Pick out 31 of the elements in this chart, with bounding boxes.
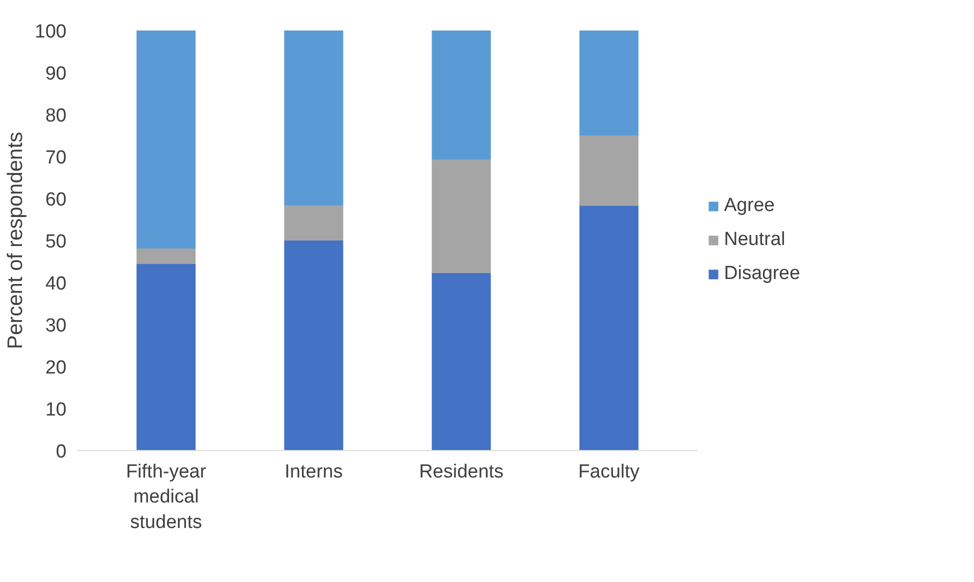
- bar: [432, 272, 491, 450]
- bar: [136, 248, 196, 264]
- y-tick-label: 90: [45, 64, 67, 84]
- y-axis-title: Percent of respondents: [4, 132, 27, 350]
- bar: [284, 240, 344, 450]
- bar: [432, 30, 491, 160]
- x-tick-label: Residents: [419, 462, 504, 482]
- y-tick-label: 40: [45, 274, 67, 294]
- y-tick-label: 30: [45, 316, 67, 336]
- bar: [579, 206, 638, 450]
- bar: [284, 206, 344, 240]
- y-tick-label: 100: [34, 22, 66, 42]
- bar: [579, 136, 638, 206]
- bar: [579, 30, 638, 136]
- bar: [432, 160, 491, 273]
- y-tick-label: 60: [45, 190, 67, 210]
- x-tick-label: Faculty: [578, 462, 640, 482]
- bar: [284, 30, 344, 206]
- y-tick-label: 70: [45, 148, 67, 168]
- y-tick-label: 80: [45, 106, 67, 126]
- legend-label: Agree: [724, 195, 775, 217]
- bar: [136, 264, 196, 450]
- legend-label: Disagree: [724, 263, 800, 285]
- y-tick-label: 0: [56, 442, 67, 462]
- bar: [136, 30, 196, 248]
- x-tick-label: Fifth-year medical students: [126, 462, 207, 533]
- x-tick-label: Interns: [284, 462, 343, 482]
- y-tick-label: 20: [45, 358, 67, 378]
- y-tick-label: 10: [45, 400, 67, 420]
- y-tick-label: 50: [45, 232, 67, 252]
- legend-label: Neutral: [724, 229, 786, 251]
